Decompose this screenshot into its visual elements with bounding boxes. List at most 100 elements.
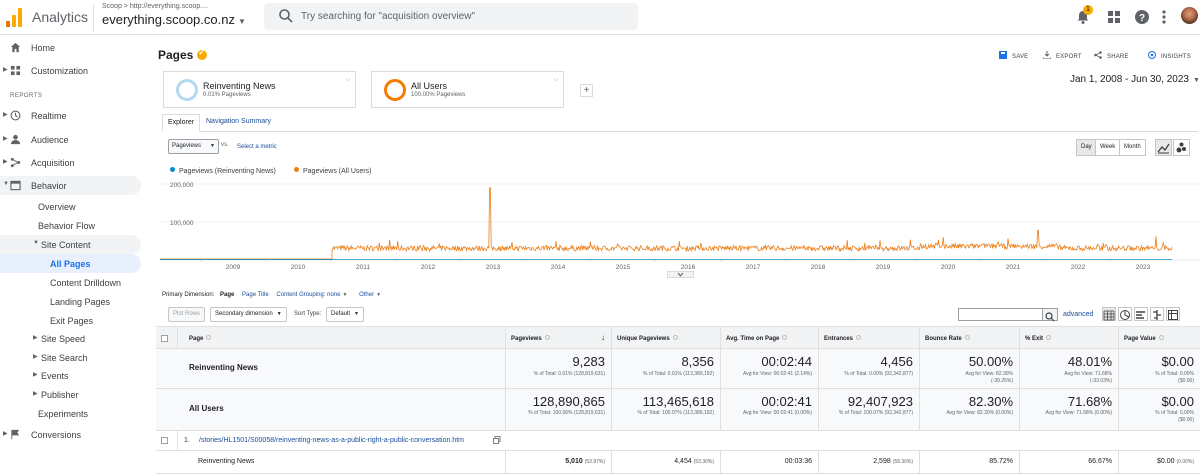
analytics-logo[interactable] xyxy=(6,7,22,27)
help-icon[interactable]: ? xyxy=(1134,9,1150,25)
granularity-day-button[interactable]: Day xyxy=(1076,139,1097,156)
sidebar-item-events[interactable]: ▶ Events xyxy=(0,366,141,385)
legend-item-reinventing-news: Pageviews (Reinventing News) xyxy=(170,167,276,175)
column-header-bounce-rate[interactable]: Bounce Rate xyxy=(920,327,1020,348)
summary-cell: 00:02:41 Avg for View: 00:02:41 (0.00%) xyxy=(721,389,819,430)
sidebar-item-customization[interactable]: ▶ Customization xyxy=(0,61,141,80)
insights-icon xyxy=(1148,51,1156,59)
sidebar-item-acquisition[interactable]: ▶ Acquisition xyxy=(0,153,141,172)
sidebar-item-landing-pages[interactable]: Landing Pages xyxy=(0,292,141,311)
sidebar-item-publisher[interactable]: ▶ Publisher xyxy=(0,385,141,404)
chart-resize-handle[interactable] xyxy=(667,271,694,278)
view-performance-button[interactable] xyxy=(1134,307,1148,321)
date-range-picker[interactable]: Jan 1, 2008 - Jun 30, 2023 ▼ xyxy=(1070,74,1200,85)
row-checkbox[interactable] xyxy=(161,437,168,444)
copy-icon[interactable] xyxy=(493,436,501,444)
sidebar-item-label: Content Drilldown xyxy=(50,278,122,288)
summary-label: Reinventing News xyxy=(189,363,258,372)
column-header-page[interactable]: Page xyxy=(178,327,506,348)
sidebar-item-label: Behavior xyxy=(31,181,67,191)
tab-navigation-summary[interactable]: Navigation Summary xyxy=(206,118,271,125)
plot-rows-button[interactable]: Plot Rows xyxy=(168,307,206,322)
sidebar-item-all-pages[interactable]: All Pages xyxy=(0,254,141,273)
advanced-filter-link[interactable]: advanced xyxy=(1063,311,1094,318)
column-header-unique-pageviews[interactable]: Unique Pageviews xyxy=(612,327,721,348)
segment-card-reinventing-news[interactable]: Reinventing News 0.01% Pageviews ⌵ xyxy=(163,71,356,108)
dimension-page-title[interactable]: Page Title xyxy=(242,292,269,298)
secondary-dimension-select[interactable]: Secondary dimension ▼ xyxy=(210,307,287,322)
dimension-content-grouping[interactable]: Content Grouping: none xyxy=(276,292,341,298)
motion-chart-button[interactable] xyxy=(1173,139,1190,156)
dimension-other[interactable]: Other xyxy=(359,292,375,298)
sidebar-item-overview[interactable]: Overview xyxy=(0,197,141,216)
line-chart-button[interactable] xyxy=(1155,139,1172,156)
chevron-down-icon[interactable]: ⌵ xyxy=(345,76,351,83)
save-button[interactable]: SAVE xyxy=(999,51,1028,60)
sidebar-item-behavior-flow[interactable]: Behavior Flow xyxy=(0,216,141,235)
summary-cell: 113,465,618% of Total: 100.07% (113,389,… xyxy=(612,389,721,430)
cell-value: 2,598 xyxy=(873,458,891,465)
sidebar-item-realtime[interactable]: ▶ Realtime xyxy=(0,106,141,125)
column-header-pageviews[interactable]: Pageviews ↓ xyxy=(506,327,612,348)
x-tick-label: 2020 xyxy=(941,264,956,271)
sidebar-item-behavior[interactable]: ▼ Behavior xyxy=(0,176,141,195)
column-header-entrances[interactable]: Entrances xyxy=(819,327,920,348)
pageviews-chart[interactable]: 200,000 100,000 2009 2010 2011 2012 2013 2014 2… xyxy=(160,178,1200,278)
column-header-exit-pct[interactable]: % Exit xyxy=(1020,327,1119,348)
share-button[interactable]: SHARE xyxy=(1094,51,1129,60)
account-breadcrumb[interactable]: Scoop > http://everything.scoop.... xyxy=(102,3,209,10)
share-icon xyxy=(1094,51,1102,59)
granularity-week-button[interactable]: Week xyxy=(1095,139,1121,156)
sidebar-item-site-search[interactable]: ▶ Site Search xyxy=(0,348,141,367)
avatar[interactable] xyxy=(1181,7,1198,24)
sidebar-item-exit-pages[interactable]: Exit Pages xyxy=(0,311,141,330)
search-bar[interactable]: Try searching for "acquisition overview" xyxy=(264,3,638,30)
dimension-page[interactable]: Page xyxy=(220,292,235,298)
export-button[interactable]: EXPORT xyxy=(1043,51,1082,60)
sidebar-item-home[interactable]: Home xyxy=(0,38,141,57)
table-row[interactable]: 1. /stories/HL1501/S00058/reinventing-ne… xyxy=(156,431,1200,451)
sidebar-item-label: Overview xyxy=(38,202,76,212)
sidebar-item-site-speed[interactable]: ▶ Site Speed xyxy=(0,329,141,348)
view-comparison-button[interactable] xyxy=(1150,307,1164,321)
sidebar-item-label: Landing Pages xyxy=(50,297,111,307)
cell-value: 85.72% xyxy=(989,458,1013,465)
insights-button[interactable]: INSIGHTS xyxy=(1148,51,1191,60)
apps-grid-icon[interactable] xyxy=(1106,9,1122,25)
account-selector[interactable]: everything.scoop.co.nz ▼ xyxy=(102,12,246,27)
sidebar-item-label: Home xyxy=(31,43,56,53)
select-metric-link[interactable]: Select a metric xyxy=(237,144,277,150)
granularity-month-button[interactable]: Month xyxy=(1119,139,1146,156)
tab-explorer[interactable]: Explorer xyxy=(162,114,201,132)
page-path-link[interactable]: /stories/HL1501/S00058/reinventing-news-… xyxy=(199,437,464,444)
more-vert-icon[interactable] xyxy=(1156,9,1172,25)
table-filter-button[interactable] xyxy=(1042,308,1058,322)
column-header-page-value[interactable]: Page Value xyxy=(1119,327,1200,348)
sidebar-item-content-drilldown[interactable]: Content Drilldown xyxy=(0,273,141,292)
sidebar-item-site-content[interactable]: ▼ Site Content xyxy=(0,235,141,254)
summary-sub: % of Total: 0.00% ($0.00) xyxy=(1155,410,1194,423)
metric-select[interactable]: Pageviews ▼ xyxy=(168,139,219,154)
summary-value: 8,356 xyxy=(681,354,714,369)
sidebar-item-experiments[interactable]: Experiments xyxy=(0,404,141,423)
view-table-button[interactable] xyxy=(1102,307,1116,321)
summary-value: 50.00% xyxy=(968,354,1013,369)
column-header-avg-time-on-page[interactable]: Avg. Time on Page xyxy=(721,327,819,348)
segment-card-all-users[interactable]: All Users 100.00% Pageviews ⌵ xyxy=(371,71,564,108)
sidebar-item-audience[interactable]: ▶ Audience xyxy=(0,130,141,149)
view-pivot-button[interactable] xyxy=(1166,307,1180,321)
value-cell: 66.67% xyxy=(1020,451,1119,473)
sidebar-item-conversions[interactable]: ▶ Conversions xyxy=(0,425,141,444)
view-pie-button[interactable] xyxy=(1118,307,1132,321)
help-icon xyxy=(672,335,678,340)
select-all-checkbox[interactable] xyxy=(161,335,168,342)
sort-type-select[interactable]: Default ▼ xyxy=(326,307,364,322)
x-tick-label: 2022 xyxy=(1071,264,1086,271)
column-header-label: Avg. Time on Page xyxy=(726,336,780,342)
summary-value: 00:02:44 xyxy=(761,354,812,369)
cell-value: 66.67% xyxy=(1088,458,1112,465)
summary-sub: % of Total: 0.00% ($0.00) xyxy=(1155,371,1194,384)
chevron-down-icon[interactable]: ⌵ xyxy=(553,76,559,83)
add-segment-button[interactable]: + xyxy=(580,84,593,97)
share-label: SHARE xyxy=(1107,54,1129,60)
